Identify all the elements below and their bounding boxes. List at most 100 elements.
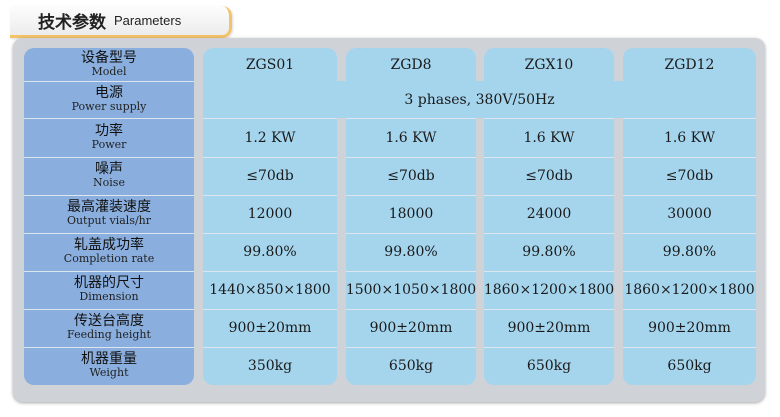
- row-divider: [203, 271, 337, 272]
- row-label-en: Weight: [89, 366, 129, 379]
- row-label: 电源 Power supply: [24, 81, 194, 118]
- row-label: 最高灌装速度 Output vials/hr: [24, 195, 194, 233]
- value-cell: 900±20mm: [228, 320, 312, 336]
- value-cell: 99.80%: [662, 244, 717, 260]
- row-divider: [346, 233, 476, 234]
- row-divider: [24, 309, 194, 310]
- row-divider: [203, 118, 337, 119]
- row-divider: [203, 195, 337, 196]
- row-label-zh: 设备型号: [81, 49, 137, 66]
- row-label: 传送台高度 Feeding height: [24, 309, 194, 347]
- row-divider: [203, 233, 337, 234]
- row-divider: [24, 81, 194, 82]
- row-divider: [623, 233, 756, 234]
- row-divider: [203, 309, 337, 310]
- row-divider: [24, 118, 194, 119]
- row-divider: [623, 195, 756, 196]
- model-header: ZGS01: [245, 56, 295, 73]
- value-cell: 24000: [526, 206, 572, 222]
- model-header: ZGX10: [524, 56, 574, 73]
- value-cell: 1.6 KW: [523, 129, 575, 146]
- row-label-en: Power: [91, 137, 127, 151]
- value-cell: ≤70db: [387, 168, 435, 184]
- row-divider: [346, 195, 476, 196]
- value-cell: ≤70db: [246, 168, 294, 184]
- value-cell: ≤70db: [665, 168, 714, 184]
- power-supply-merged-cell: 3 phases, 380V/50Hz: [203, 81, 756, 118]
- row-divider: [346, 271, 476, 272]
- row-label: 设备型号 Model: [24, 48, 194, 81]
- value-cell: 350kg: [247, 358, 293, 374]
- value-cell: 650kg: [388, 358, 434, 374]
- row-label-zh: 机器的尺寸: [74, 275, 144, 291]
- value-cell: 900±20mm: [507, 320, 591, 336]
- value-cell: 1.6 KW: [663, 129, 716, 146]
- row-divider: [623, 347, 756, 348]
- row-divider: [484, 271, 614, 272]
- label-column: 设备型号 Model 电源 Power supply 功率 Power 噪声 Noise 最高灌…: [24, 48, 194, 385]
- row-label-en: Completion rate: [63, 252, 155, 265]
- row-label-en: Feeding height: [67, 328, 151, 341]
- row-divider: [623, 309, 756, 310]
- row-label-zh: 最高灌装速度: [67, 199, 151, 215]
- value-cell: 1500×1050×1800: [346, 282, 476, 298]
- row-divider: [346, 309, 476, 310]
- row-label-zh: 轧盖成功率: [74, 237, 144, 253]
- row-label: 机器重量 Weight: [24, 347, 194, 385]
- row-label: 噪声 Noise: [24, 157, 194, 195]
- row-divider: [346, 347, 476, 348]
- row-divider: [24, 195, 194, 196]
- value-cell: 12000: [247, 206, 293, 222]
- value-cell: 1440×850×1800: [209, 282, 331, 298]
- value-cell: 30000: [667, 206, 712, 222]
- header-title-en: Parameters: [114, 13, 182, 28]
- model-header: ZGD12: [664, 56, 715, 73]
- value-cell: 18000: [388, 206, 434, 222]
- section-header-tab: 技术参数 Parameters: [10, 6, 232, 38]
- value-cell: 99.80%: [384, 244, 438, 260]
- value-cell: 900±20mm: [648, 320, 731, 336]
- header-title-zh: 技术参数: [38, 13, 106, 33]
- row-label: 轧盖成功率 Completion rate: [24, 233, 194, 271]
- value-cell: 650kg: [526, 358, 572, 374]
- row-divider: [484, 309, 614, 310]
- value-cell: ≤70db: [525, 168, 573, 184]
- row-divider: [24, 271, 194, 272]
- row-divider: [484, 233, 614, 234]
- row-label-zh: 噪声: [95, 161, 123, 177]
- row-divider: [24, 233, 194, 234]
- value-cell: 1.2 KW: [244, 129, 296, 146]
- value-cell: 900±20mm: [369, 320, 453, 336]
- row-divider: [623, 271, 756, 272]
- row-divider: [24, 157, 194, 158]
- row-label-en: Noise: [93, 176, 125, 189]
- row-divider: [203, 157, 337, 158]
- model-header: ZGD8: [390, 56, 432, 73]
- row-label: 机器的尺寸 Dimension: [24, 271, 194, 309]
- row-label: 功率 Power: [24, 118, 194, 157]
- row-divider: [346, 118, 476, 119]
- row-divider: [484, 195, 614, 196]
- row-label-zh: 机器重量: [81, 351, 137, 367]
- row-label-en: Dimension: [79, 290, 139, 303]
- row-divider: [203, 347, 337, 348]
- row-divider: [623, 118, 756, 119]
- row-divider: [484, 347, 614, 348]
- value-cell: 1860×1200×1800: [624, 282, 755, 298]
- value-cell: 1.6 KW: [385, 129, 437, 146]
- row-label-en: Model: [91, 64, 127, 78]
- row-divider: [623, 157, 756, 158]
- row-divider: [484, 118, 614, 119]
- row-label-en: Output vials/hr: [66, 214, 152, 227]
- row-divider: [484, 157, 614, 158]
- row-label-zh: 功率: [95, 122, 123, 139]
- row-label-zh: 电源: [95, 84, 123, 101]
- value-cell: 1860×1200×1800: [484, 282, 614, 298]
- value-cell: 650kg: [667, 358, 712, 374]
- row-divider: [24, 347, 194, 348]
- value-cell: 99.80%: [243, 244, 297, 260]
- row-label-zh: 传送台高度: [74, 313, 144, 329]
- row-divider: [346, 157, 476, 158]
- value-cell: 99.80%: [522, 244, 576, 260]
- row-label-en: Power supply: [71, 99, 147, 113]
